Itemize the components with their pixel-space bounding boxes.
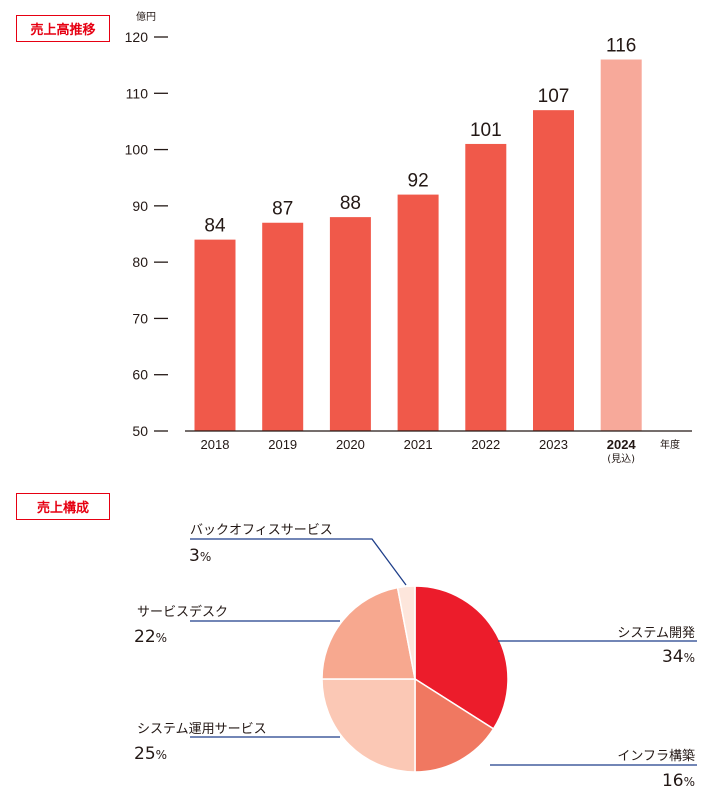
pie-label-0: システム開発 bbox=[617, 626, 695, 641]
sales-composition-title: 売上構成 bbox=[16, 493, 110, 520]
pie-label-4: バックオフィスサービス bbox=[190, 523, 333, 538]
x-tick-label-2023: 2023 bbox=[539, 437, 568, 452]
bar-value-label-2022: 101 bbox=[470, 120, 502, 141]
x-tick-label-2018: 2018 bbox=[201, 437, 230, 452]
bar-2024 bbox=[600, 59, 642, 432]
pie-leader-line-4 bbox=[190, 538, 407, 586]
y-axis-unit: 億円 bbox=[136, 10, 156, 23]
bar-value-label-2018: 84 bbox=[204, 216, 226, 237]
x-tick-note-2024: (見込) bbox=[607, 453, 635, 465]
y-tick-label-50: 50 bbox=[132, 423, 148, 439]
y-tick-label-120: 120 bbox=[125, 29, 149, 45]
x-tick-label-2021: 2021 bbox=[404, 437, 433, 452]
bar-2023 bbox=[533, 110, 574, 432]
bar-2022 bbox=[465, 143, 507, 431]
pie-slice-3 bbox=[321, 586, 416, 680]
pie-percent-1: 16% bbox=[661, 771, 695, 791]
y-tick-label-70: 70 bbox=[132, 310, 148, 326]
bar-2018 bbox=[194, 239, 236, 431]
pie-slice-4 bbox=[396, 585, 416, 680]
pie-slice-2 bbox=[321, 678, 416, 773]
bar-value-label-2021: 92 bbox=[408, 171, 429, 192]
x-tick-label-2024: 2024 bbox=[607, 437, 637, 452]
bar-value-label-2019: 87 bbox=[272, 199, 293, 220]
x-tick-label-2020: 2020 bbox=[336, 437, 365, 452]
x-tick-label-2019: 2019 bbox=[268, 437, 297, 452]
y-tick-label-90: 90 bbox=[132, 198, 148, 214]
sales-trend-title: 売上高推移 bbox=[16, 15, 110, 42]
pie-slice-1 bbox=[414, 677, 495, 773]
pie-percent-2: 25% bbox=[134, 744, 168, 764]
bar-2020 bbox=[329, 217, 371, 431]
y-tick-label-100: 100 bbox=[125, 142, 149, 158]
sales-bar-chart: 50 60 70 80 90 100 110 120 億円 84 2018 87 2019 88 2020 9… bbox=[125, 10, 692, 465]
bar-value-label-2024: 116 bbox=[606, 36, 636, 57]
x-axis-unit: 年度 bbox=[660, 438, 680, 451]
pie-percent-3: 22% bbox=[134, 627, 168, 647]
bar-2021 bbox=[397, 194, 439, 431]
y-tick-label-60: 60 bbox=[132, 367, 148, 383]
pie-percent-0: 34% bbox=[661, 647, 695, 667]
pie-percent-4: 3% bbox=[189, 546, 212, 566]
y-tick-label-110: 110 bbox=[126, 85, 149, 101]
y-tick-label-80: 80 bbox=[132, 254, 148, 270]
bar-value-label-2020: 88 bbox=[340, 193, 361, 214]
bar-2019 bbox=[262, 222, 304, 431]
x-tick-label-2022: 2022 bbox=[471, 437, 500, 452]
bar-value-label-2023: 107 bbox=[538, 86, 570, 107]
pie-label-3: サービスデスク bbox=[137, 605, 229, 620]
pie-label-2: システム運用サービス bbox=[137, 722, 267, 737]
pie-label-1: インフラ構築 bbox=[617, 749, 695, 764]
